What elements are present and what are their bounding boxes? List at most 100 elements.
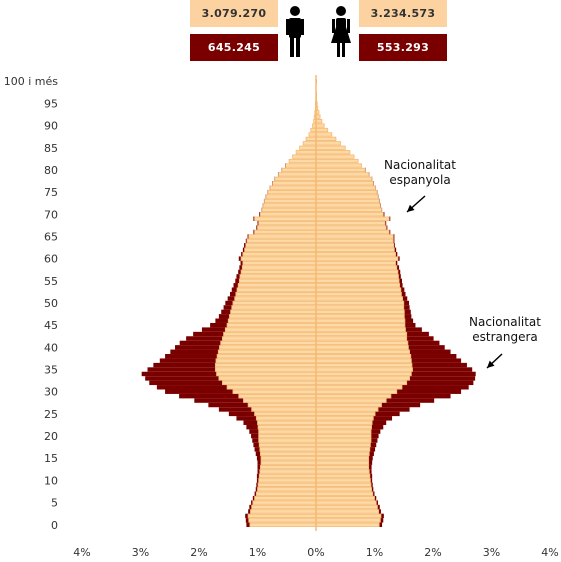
bar-spanish-women xyxy=(315,145,346,150)
bar-spanish-women xyxy=(315,349,410,354)
bar-spanish-men xyxy=(232,389,317,394)
bar-foreign-women xyxy=(398,274,401,279)
bar-foreign-women xyxy=(393,238,395,244)
bar-spanish-women xyxy=(315,287,402,292)
bar-foreign-men xyxy=(252,495,255,501)
bar-spanish-men xyxy=(281,167,317,173)
y-tick-label: 70 xyxy=(44,208,58,221)
women-foreign-total: 553.293 xyxy=(359,34,447,61)
bar-spanish-men xyxy=(229,314,317,319)
y-tick-labels: 0 5 10 15 20 25 30 35 40 45 50 55 60 65 70 75 80 85 90 95 10… xyxy=(4,75,59,532)
bar-foreign-men xyxy=(245,238,247,244)
bar-spanish-women xyxy=(315,456,370,461)
y-tick-label: 10 xyxy=(44,474,58,487)
bar-spanish-women xyxy=(315,420,373,425)
bar-spanish-women xyxy=(315,469,370,474)
men-spanish-total: 3.079.270 xyxy=(190,0,278,27)
bar-foreign-men xyxy=(252,438,259,443)
bar-spanish-men xyxy=(258,433,317,439)
bar-foreign-men xyxy=(233,283,239,288)
y-tick-label: 30 xyxy=(44,386,58,399)
bar-foreign-men xyxy=(210,322,228,328)
bar-spanish-men xyxy=(248,518,317,523)
bar-spanish-women xyxy=(315,331,408,337)
y-tick-label: 50 xyxy=(44,297,58,310)
bar-spanish-men xyxy=(248,234,317,239)
bar-spanish-women xyxy=(315,345,409,350)
bar-foreign-women xyxy=(369,447,376,452)
bar-spanish-women xyxy=(315,123,325,128)
bar-spanish-men xyxy=(238,278,317,283)
bar-spanish-men xyxy=(232,300,317,306)
bar-spanish-men xyxy=(245,243,317,248)
bar-foreign-women xyxy=(399,283,403,288)
bar-spanish-men xyxy=(305,136,317,141)
bar-spanish-men xyxy=(258,442,317,448)
bar-foreign-women xyxy=(374,495,377,501)
bar-spanish-men xyxy=(221,380,317,385)
bar-foreign-women xyxy=(380,518,384,523)
bar-foreign-men xyxy=(141,371,217,377)
woman-icon xyxy=(331,6,351,57)
bar-foreign-women xyxy=(404,314,412,319)
bar-spanish-men xyxy=(242,252,317,257)
bar-foreign-men xyxy=(253,229,255,235)
y-tick-label: 90 xyxy=(44,120,58,133)
bar-foreign-women xyxy=(400,287,405,292)
x-tick-label: 4% xyxy=(73,546,90,559)
bar-foreign-men xyxy=(259,212,261,217)
bar-foreign-men xyxy=(149,380,223,386)
bar-spanish-men xyxy=(220,340,317,346)
bar-spanish-women xyxy=(315,354,412,359)
bar-foreign-men xyxy=(175,345,220,350)
x-tick-label: 4% xyxy=(541,546,558,559)
bar-foreign-women xyxy=(385,220,387,226)
bar-foreign-men xyxy=(257,220,259,226)
bar-spanish-women xyxy=(315,300,405,306)
bar-spanish-men xyxy=(267,189,317,195)
bar-foreign-men xyxy=(156,385,228,390)
bar-foreign-women xyxy=(401,291,406,297)
bar-spanish-men xyxy=(302,141,317,146)
bar-foreign-women xyxy=(397,269,401,275)
bar-foreign-men xyxy=(208,402,249,408)
bar-spanish-women xyxy=(315,198,380,204)
bar-foreign-women xyxy=(378,509,381,514)
bar-foreign-women xyxy=(411,358,462,363)
bar-spanish-men xyxy=(272,181,317,186)
bar-spanish-women xyxy=(315,473,371,479)
bar-spanish-women xyxy=(315,362,413,368)
bar-spanish-men xyxy=(219,345,317,350)
y-tick-label: 35 xyxy=(44,364,58,377)
bar-foreign-women xyxy=(389,229,391,235)
bar-foreign-men xyxy=(253,216,255,221)
bar-foreign-women xyxy=(375,411,400,417)
bar-foreign-women xyxy=(383,212,385,217)
bar-spanish-men xyxy=(231,305,317,310)
annotation-text: Nacionalitat xyxy=(469,315,541,329)
bar-foreign-men xyxy=(244,243,246,248)
bar-spanish-women xyxy=(315,482,372,487)
bar-spanish-men xyxy=(257,420,317,425)
bar-foreign-men xyxy=(256,225,258,230)
bar-spanish-women xyxy=(315,447,371,452)
bar-foreign-women xyxy=(397,256,400,261)
bar-foreign-women xyxy=(381,402,421,408)
bar-foreign-women xyxy=(393,234,395,239)
y-tick-label: 5 xyxy=(51,497,58,510)
annotation-text: espanyola xyxy=(389,173,450,187)
bar-foreign-men xyxy=(255,487,258,492)
bar-spanish-women xyxy=(315,207,382,212)
bar-spanish-men xyxy=(262,203,317,208)
bar-spanish-women xyxy=(315,402,382,408)
bar-foreign-men xyxy=(241,251,243,257)
bar-spanish-men xyxy=(247,513,317,519)
bar-spanish-women xyxy=(315,194,379,199)
x-tick-label: 1% xyxy=(366,546,383,559)
bar-spanish-women xyxy=(315,376,410,381)
bar-spanish-men xyxy=(240,256,317,261)
bar-foreign-women xyxy=(399,278,402,284)
bar-spanish-women xyxy=(315,278,400,283)
bar-spanish-women xyxy=(315,327,406,332)
bar-spanish-men xyxy=(216,354,317,359)
